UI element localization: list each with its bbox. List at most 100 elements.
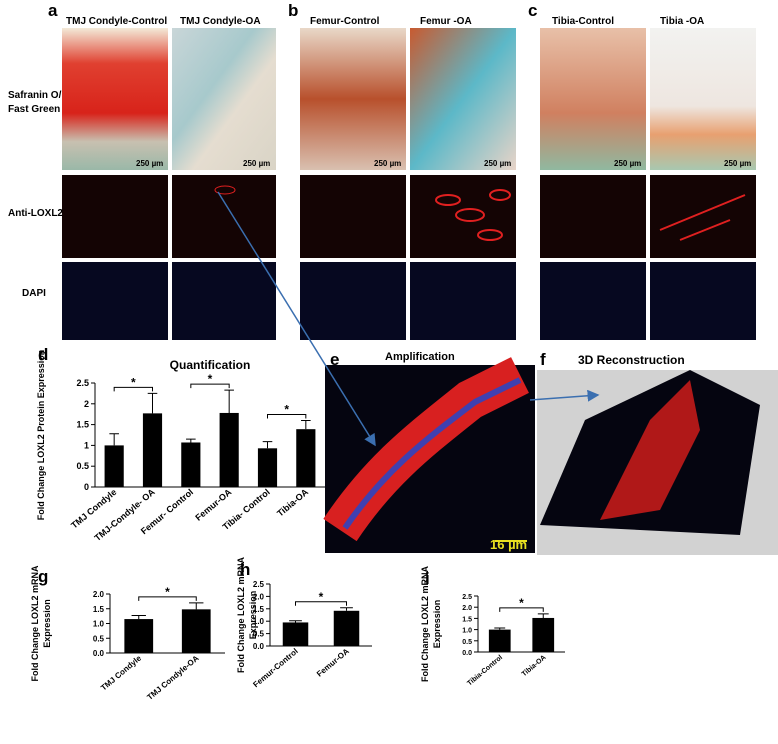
y-axis-label: Expression [248,591,258,640]
bar [219,412,239,487]
panel-letter: b [288,1,298,20]
image [62,175,168,258]
image [300,175,406,258]
significance-bracket [113,386,153,392]
bar [142,413,163,487]
y-tick-label: 1.5 [93,605,105,614]
y-tick-label: 0.0 [93,649,105,658]
bar [181,442,201,487]
arrow [217,191,376,447]
panel-title: Amplification [385,351,455,363]
y-tick-label: 2.0 [93,590,105,599]
y-tick-label: 0.0 [462,650,472,657]
scale-label: 250 µm [484,159,511,168]
image [62,28,168,170]
image [600,380,700,520]
column-label: Tibia-Control [552,16,614,27]
column-label: TMJ Condyle-OA [180,16,261,27]
image [650,262,756,340]
panel-letter: f [540,350,546,369]
error-bar [494,627,506,630]
y-axis-label: Fold Change LOXL2 mRNA [236,557,246,674]
x-tick-label: Tibia-Control [466,654,504,687]
error-bar [262,441,273,449]
row-label: Safranin O/ [8,90,62,101]
bar [333,610,360,646]
significance-bracket [295,601,347,606]
scale-label: 250 µm [614,159,641,168]
image [342,377,522,530]
y-axis-label: Fold Change LOXL2 mRNA [30,565,40,682]
error-bar [189,602,204,610]
scale-label: 250 µm [243,159,270,168]
significance-label: * [319,590,324,604]
y-tick-label: 0.0 [253,642,265,651]
significance-label: * [208,372,213,386]
bar [257,448,278,487]
y-tick-label: 0.5 [462,639,472,646]
stain [455,208,485,222]
panel-letter: d [38,345,48,364]
y-tick-label: 1.0 [93,620,105,629]
significance-bracket [267,413,307,419]
y-tick-label: 1.0 [462,628,472,635]
image [650,175,756,258]
y-tick-label: 2.5 [253,580,265,589]
scale-label: 250 µm [724,159,751,168]
row-label: Fast Green [8,104,60,115]
image [410,28,516,170]
image [323,357,529,542]
labels: a TMJ Condyle-Control TMJ Condyle-OA b F… [8,1,751,552]
y-tick-label: 0.5 [253,630,265,639]
bar [296,429,316,487]
image [650,28,756,170]
y-tick-label: 0.5 [93,634,105,643]
significance-label: * [519,596,524,610]
y-axis-label: Fold Change LOXL2 Protein Expression [36,350,46,521]
scale-label: 16 µm [490,537,527,552]
image [410,262,516,340]
panel-letter: i [425,569,430,588]
image [540,28,646,170]
y-tick-label: 2.5 [462,594,472,601]
error-bar [147,392,158,414]
x-tick-label: Tibia-OA [521,654,548,678]
image [172,262,276,340]
x-tick-label: Femur-OA [315,647,351,679]
error-bar [186,438,196,443]
panel-letter: a [48,1,58,20]
error-bar [537,613,549,618]
image [62,262,168,340]
image [540,175,646,258]
panel-title: 3D Reconstruction [578,353,685,367]
error-bar [289,620,302,623]
scale-label: 250 µm [136,159,163,168]
row-label: Anti-LOXL2 [8,208,63,219]
y-tick-label: 1.5 [462,616,472,623]
error-bar [224,389,234,413]
stain [659,194,746,231]
column-label: Femur -OA [420,16,472,27]
image [410,175,516,258]
bar [532,617,555,652]
significance-label: * [284,402,289,416]
column-label: Femur-Control [310,16,380,27]
error-bar [301,419,311,430]
image [300,262,406,340]
bar [104,445,124,487]
stain [489,189,511,201]
stain [679,219,731,241]
stain [214,185,236,195]
significance-bracket [499,607,544,612]
error-bar [131,615,146,620]
error-bar [109,433,119,446]
bar [181,609,211,653]
significance-bracket [190,383,230,389]
y-tick-label: 2.0 [253,592,265,601]
significance-label: * [131,375,136,389]
panel-letter: g [38,567,48,586]
y-tick-label: 1.5 [253,605,265,614]
image [540,262,646,340]
